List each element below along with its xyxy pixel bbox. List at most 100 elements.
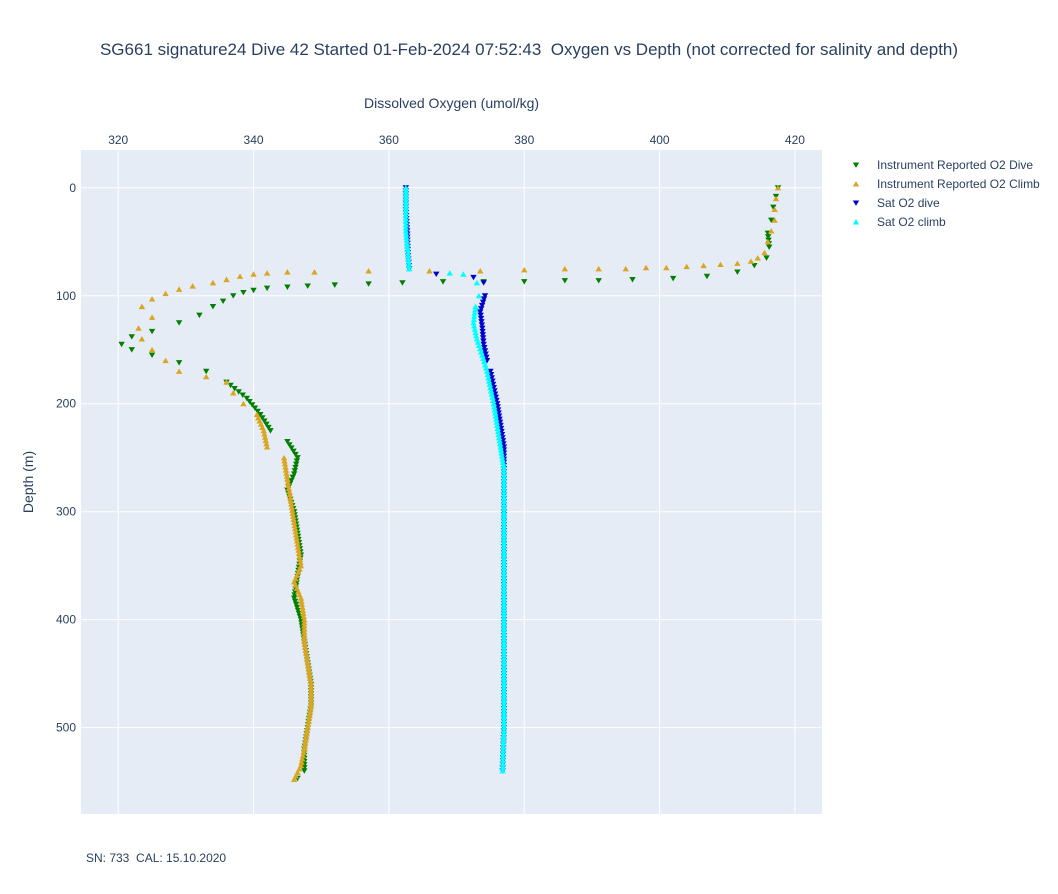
data-point <box>734 260 741 266</box>
x-tick-label: 400 <box>650 133 670 147</box>
data-point <box>751 262 758 269</box>
data-point <box>284 269 291 275</box>
data-point <box>175 286 183 292</box>
data-point <box>284 438 291 445</box>
data-point <box>500 664 508 670</box>
data-point <box>262 437 269 443</box>
legend-item[interactable]: Sat O2 dive <box>852 196 940 210</box>
data-point <box>307 690 315 697</box>
data-point <box>595 278 602 284</box>
data-point <box>304 721 312 728</box>
data-point <box>500 613 508 620</box>
data-point <box>302 644 309 650</box>
data-point <box>175 360 183 366</box>
data-point <box>500 670 508 677</box>
data-point <box>304 727 311 734</box>
data-point <box>500 488 508 495</box>
data-point <box>148 352 156 359</box>
data-point <box>561 265 569 272</box>
data-point <box>500 505 508 511</box>
data-point <box>500 569 508 575</box>
data-point <box>135 325 142 331</box>
data-point <box>148 314 156 320</box>
x-tick-label: 380 <box>514 133 534 147</box>
legend-item[interactable]: Instrument Reported O2 Dive <box>852 158 1034 172</box>
data-point <box>500 597 508 604</box>
legend[interactable]: Instrument Reported O2 Dive Instrument Re… <box>852 158 1040 229</box>
data-point <box>290 448 297 455</box>
y-tick-label: 100 <box>56 289 76 303</box>
data-point <box>500 546 508 553</box>
legend-item[interactable]: Sat O2 climb <box>852 215 946 229</box>
data-point <box>703 273 711 280</box>
data-point <box>402 206 410 212</box>
data-point <box>500 626 508 632</box>
data-point <box>301 746 308 752</box>
data-point <box>305 715 313 721</box>
data-point <box>295 569 302 575</box>
data-point <box>482 351 489 357</box>
data-point <box>304 656 311 663</box>
data-point <box>500 498 508 505</box>
data-point <box>500 575 508 581</box>
data-point <box>148 296 156 302</box>
data-point <box>306 672 313 678</box>
data-point <box>307 681 315 687</box>
data-point <box>402 194 410 200</box>
data-point <box>495 434 503 441</box>
data-point <box>293 535 300 541</box>
data-point <box>261 431 268 437</box>
data-point <box>250 271 257 277</box>
data-point <box>500 610 508 616</box>
data-point <box>260 427 267 434</box>
data-point <box>487 387 495 394</box>
y-tick-label: 200 <box>56 397 76 411</box>
data-point <box>402 187 410 194</box>
data-point <box>297 559 304 566</box>
data-point <box>500 553 508 559</box>
data-point <box>202 373 210 380</box>
data-point <box>259 415 266 421</box>
data-point <box>498 453 506 459</box>
data-point <box>771 217 778 223</box>
series-sat-o2-climb <box>402 184 508 774</box>
data-point <box>499 459 507 465</box>
data-point <box>402 221 410 228</box>
data-point <box>500 591 508 597</box>
data-point <box>299 752 307 759</box>
data-point <box>290 776 298 783</box>
data-point <box>475 342 483 348</box>
data-point <box>764 238 772 245</box>
data-point <box>128 334 135 340</box>
data-point <box>288 445 295 451</box>
data-point <box>470 316 478 323</box>
data-point <box>404 252 412 259</box>
data-point <box>460 271 467 277</box>
data-point <box>305 669 313 675</box>
data-point <box>281 460 289 467</box>
data-point <box>500 699 508 705</box>
legend-item[interactable]: Instrument Reported O2 Climb <box>852 177 1040 191</box>
data-point <box>483 368 491 374</box>
data-point <box>595 265 602 272</box>
data-point <box>734 269 741 275</box>
data-point <box>494 428 502 435</box>
data-point <box>291 522 298 529</box>
data-point <box>294 541 301 547</box>
data-point <box>285 482 292 489</box>
data-point <box>402 200 410 206</box>
data-point <box>500 531 508 537</box>
data-point <box>287 494 294 501</box>
data-point <box>496 440 504 447</box>
y-axis-ticks: 0 100 200 300 400 500 <box>56 181 76 735</box>
data-point <box>292 531 300 538</box>
data-point <box>297 562 305 569</box>
data-point <box>500 654 508 661</box>
data-point <box>405 256 412 262</box>
data-point <box>294 769 301 775</box>
data-point <box>479 299 487 306</box>
data-point <box>500 537 508 543</box>
data-point <box>500 585 508 591</box>
data-point <box>500 712 508 718</box>
data-point <box>295 547 302 553</box>
